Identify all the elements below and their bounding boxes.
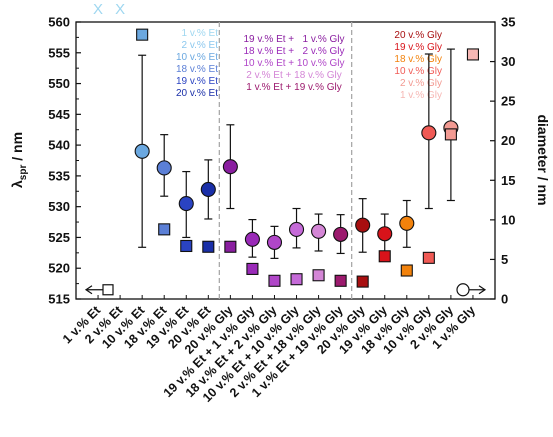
y-left-tick-label: 560 [48, 15, 70, 30]
y-right-tick-label: 10 [501, 212, 515, 227]
legend-entry: 2 v.% Et [182, 40, 219, 51]
diameter-point [356, 275, 369, 288]
legend-entry: 18 v.% Et [176, 64, 218, 75]
lambda_spr-point [333, 226, 349, 242]
y-right-tick-label: 20 [501, 133, 515, 148]
diameter-point [378, 250, 391, 263]
y-left-tick-label: 520 [48, 261, 70, 276]
legend-entry: 20 v.% Gly [394, 30, 442, 41]
diameter-point [334, 274, 347, 287]
y-left-tick-label: 525 [48, 230, 70, 245]
diameter-point [246, 262, 259, 275]
diameter-point [312, 269, 325, 282]
right-axis-ticks: 0 5 10 15 20 25 30 35 [490, 15, 515, 307]
left-axis-arrowhead [84, 285, 93, 295]
diameter-point [444, 128, 457, 141]
y-right-tick-label: 0 [501, 292, 508, 307]
y-left-tick-label: 540 [48, 138, 70, 153]
diameter-point [290, 273, 303, 286]
lambda_spr-point [399, 215, 415, 231]
legend-entry: 2 v.% Et + 18 v.% Gly [246, 70, 342, 81]
diameter-point [422, 251, 435, 264]
lambda_spr-point [134, 143, 150, 159]
diameter-point [158, 223, 171, 236]
dividers [218, 22, 353, 299]
lambda_spr-point [266, 234, 283, 250]
lambda_spr-point [156, 160, 172, 176]
y-right-label: diameter / nm [535, 114, 551, 205]
y-left-tick-label: 545 [48, 107, 70, 122]
diameter-point [180, 239, 193, 253]
legend-entry: 2 v.% Gly [400, 78, 442, 89]
y-left-label: λspr / nm [9, 132, 29, 188]
legend-entry: 18 v.% Gly [394, 54, 442, 65]
lambda_spr-point [200, 181, 216, 197]
legend-entry: 1 v.% Et [182, 28, 219, 39]
diameter-point [268, 274, 281, 287]
legend-entry: 20 v.% Et [176, 88, 218, 99]
lambda_spr-point [355, 217, 371, 233]
offscale-marker: X [115, 1, 125, 18]
legend-entry: 18 v.% Et + 2 v.% Gly [243, 46, 344, 57]
lambda_spr-point [178, 196, 194, 212]
legend-entry: 10 v.% Et [176, 52, 218, 63]
legend-entry: 1 v.% Gly [400, 90, 442, 101]
diameter-point [224, 240, 237, 253]
diameter-point [136, 28, 149, 41]
lambda_spr-point [222, 159, 238, 175]
y-left-tick-label: 515 [48, 292, 70, 307]
legend-entry: 10 v.% Gly [394, 66, 442, 77]
legend-entry: 1 v.% Et + 19 v.% Gly [246, 82, 342, 93]
legend-entry: 19 v.% Et [176, 76, 218, 87]
offscale-marker: X [93, 1, 103, 18]
diameter-point [466, 48, 479, 61]
lambda_spr-point [244, 231, 260, 247]
y-right-tick-label: 30 [501, 54, 515, 69]
y-left-tick-label: 535 [48, 168, 70, 183]
circle-indicator-icon [456, 283, 470, 297]
y-right-tick-label: 35 [501, 15, 515, 30]
y-left-tick-label: 550 [48, 76, 70, 91]
right-axis-arrowhead [478, 285, 487, 295]
lambda_spr-point [421, 125, 437, 141]
left-axis-ticks: 515 520 525 530 535 540 545 550 555 560 [48, 15, 81, 307]
lambda_spr-point [377, 226, 393, 242]
y-right-tick-label: 25 [501, 94, 515, 109]
legend-entry: 19 v.% Gly [394, 42, 442, 53]
y-left-tick-label: 555 [48, 45, 70, 60]
diameter-point [400, 264, 413, 277]
axis-indicators [84, 283, 487, 297]
y-left-tick-label: 530 [48, 199, 70, 214]
square-indicator-icon [102, 284, 114, 296]
y-right-tick-label: 5 [501, 252, 508, 267]
legend-entry: 10 v.% Et + 10 v.% Gly [243, 58, 344, 69]
legend-entry: 19 v.% Et + 1 v.% Gly [243, 34, 344, 45]
lambda_spr-point [311, 223, 327, 239]
diameter-point [202, 240, 215, 253]
lambda_spr-point [288, 221, 305, 237]
y-right-tick-label: 15 [501, 173, 515, 188]
